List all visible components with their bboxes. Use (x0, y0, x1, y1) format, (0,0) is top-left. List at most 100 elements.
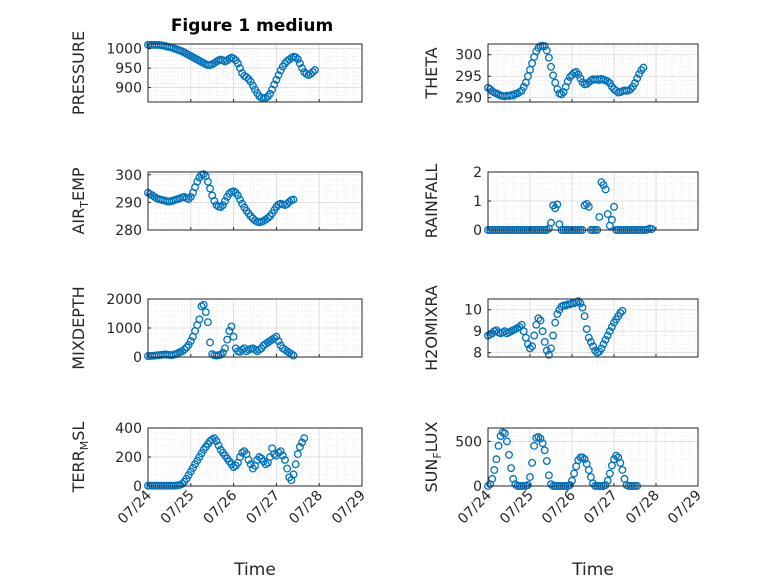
x-tick-label: 07/25 (497, 488, 537, 528)
data-point (540, 42, 549, 51)
data-point (544, 471, 553, 480)
data-point (186, 192, 195, 201)
data-point (281, 59, 289, 68)
y-tick-label: 10 (464, 303, 482, 319)
data-point (534, 314, 543, 323)
data-point (233, 191, 242, 200)
data-point (293, 55, 302, 64)
data-point (229, 332, 238, 341)
data-point (534, 432, 543, 441)
y-tick-label: 2 (473, 165, 482, 181)
data-point (603, 210, 612, 218)
data-point (639, 63, 648, 72)
data-point (276, 447, 285, 456)
data-point (291, 460, 300, 469)
data-point (227, 322, 236, 331)
data-point (310, 66, 319, 75)
x-tick-label: 07/27 (581, 488, 621, 528)
data-point (553, 85, 562, 94)
y-tick-label: 0 (133, 479, 142, 495)
data-point (308, 68, 317, 76)
data-point (574, 297, 583, 306)
data-point (278, 451, 287, 460)
data-point (295, 59, 304, 68)
data-point (576, 74, 585, 83)
y-tick-label: 290 (455, 91, 482, 107)
data-point (603, 476, 612, 485)
data-point (214, 441, 223, 450)
data-point (212, 437, 221, 445)
data-point (542, 46, 551, 55)
data-point (601, 335, 610, 344)
data-point (289, 470, 298, 479)
data-point (618, 465, 627, 474)
y-tick-label: 2000 (106, 292, 142, 308)
x-tick-label: 07/29 (329, 488, 369, 528)
y-tick-label: 900 (115, 81, 142, 97)
y-tick-label: 1 (473, 194, 482, 210)
data-point (538, 327, 547, 336)
data-point (607, 322, 616, 331)
y-tick-label: 290 (115, 195, 142, 211)
data-point (542, 346, 551, 355)
data-point (268, 85, 277, 94)
data-point (563, 77, 572, 86)
data-point (488, 474, 497, 483)
data-point (553, 200, 562, 209)
data-point (270, 80, 279, 89)
y-tick-label: 1000 (106, 321, 142, 337)
data-point (633, 74, 642, 83)
data-point (631, 79, 639, 88)
axes-box (487, 298, 699, 358)
data-point (246, 212, 255, 221)
data-point (580, 312, 589, 321)
x-tick-label: 07/26 (201, 487, 241, 527)
data-point (186, 337, 195, 345)
data-point (526, 344, 534, 353)
data-point (218, 201, 227, 210)
data-point (306, 70, 315, 78)
data-point (490, 465, 499, 474)
data-point (281, 455, 289, 464)
data-point (199, 170, 208, 179)
data-point (285, 197, 294, 206)
axes-theta: 290 295 300 THETA (422, 41, 699, 107)
data-point (500, 429, 509, 438)
axes-box (147, 171, 363, 231)
data-point (576, 299, 585, 308)
data-point (178, 479, 187, 488)
data-point (523, 340, 532, 349)
data-point (616, 458, 625, 467)
axes-box (487, 43, 699, 103)
data-point (236, 64, 244, 73)
axes-rainfall: 0 1 2 RAINFALL (422, 164, 699, 239)
data-point (233, 59, 242, 68)
data-point (225, 326, 234, 335)
data-point (216, 350, 225, 359)
data-point (584, 333, 593, 342)
y-axis-label: THETA (422, 47, 441, 99)
y-tick-label: 400 (115, 421, 142, 437)
data-point (526, 473, 534, 482)
data-point (199, 300, 208, 309)
data-point (580, 455, 589, 464)
x-tick-label: 07/28 (286, 488, 326, 528)
axes-h2omixra: 8 9 10 H2OMIXRA (422, 285, 699, 371)
data-point (523, 481, 532, 490)
data-point (236, 453, 244, 461)
data-point (203, 318, 212, 327)
data-point (246, 460, 255, 469)
data-point (201, 308, 210, 316)
data-point (206, 184, 215, 193)
data-point (300, 434, 309, 443)
data-point (184, 195, 193, 204)
data-point (242, 73, 251, 82)
y-tick-label: 300 (115, 168, 142, 184)
y-axis-label: PRESSURE (69, 31, 88, 115)
data-point (540, 446, 549, 455)
data-point (289, 195, 298, 204)
data-point (530, 331, 539, 340)
data-point (530, 441, 539, 450)
